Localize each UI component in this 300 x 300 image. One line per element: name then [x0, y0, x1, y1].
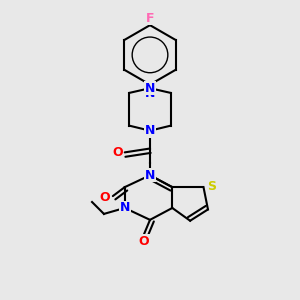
Text: O: O — [99, 191, 110, 204]
Text: O: O — [139, 235, 149, 248]
Text: F: F — [146, 12, 154, 25]
Text: N: N — [145, 169, 155, 182]
Text: N: N — [145, 124, 155, 137]
Text: S: S — [207, 180, 216, 193]
Text: N: N — [119, 202, 130, 214]
Text: N: N — [145, 87, 155, 100]
Text: N: N — [145, 82, 155, 95]
Text: O: O — [112, 146, 123, 159]
